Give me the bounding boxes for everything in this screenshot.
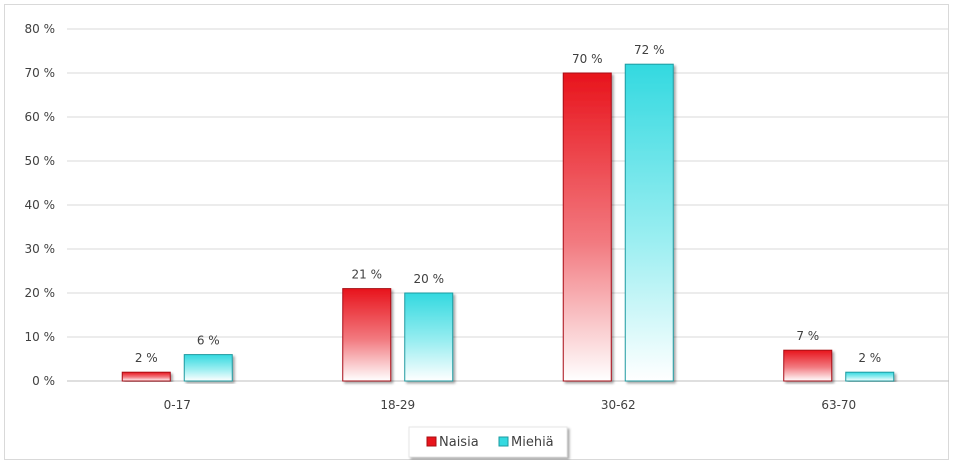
legend-swatch [498,436,509,447]
data-label: 6 % [197,334,220,348]
axes: 0 % 10 % 20 % 30 % 40 % 50 % 60 % 70 % 80 % 0-17 1… [25,22,949,412]
y-tick-label: 10 % [25,330,56,344]
x-tick-label: 30-62 [601,398,636,412]
legend-swatch [426,436,437,447]
bar-series-2-63-70 [845,371,895,382]
data-labels: 2 % 6 % 21 % 20 % 70 % 72 % 7 % 2 % [135,43,881,365]
data-label: 2 % [135,351,158,365]
bars [121,63,895,382]
y-tick-label: 20 % [25,286,56,300]
data-label: 72 % [634,43,665,57]
chart-frame: 0 % 10 % 20 % 30 % 40 % 50 % 60 % 70 % 80 % 0-17 1… [4,4,949,460]
gridlines [67,28,949,382]
bar-series-2-30-62 [624,63,674,382]
legend-label: Naisia [439,435,479,450]
y-tick-label: 70 % [25,66,56,80]
data-label: 7 % [796,329,819,343]
chart-area: 0 % 10 % 20 % 30 % 40 % 50 % 60 % 70 % 80 % 0-17 1… [25,22,949,458]
x-tick-label: 18-29 [380,398,415,412]
bar-series-2-18-29 [404,292,454,382]
bar-series-1-63-70 [783,349,833,382]
data-label: 2 % [858,351,881,365]
y-tick-label: 50 % [25,154,56,168]
data-label: 21 % [352,268,383,282]
data-label: 20 % [414,272,445,286]
bar-series-1-18-29 [342,288,392,382]
x-tick-label: 0-17 [164,398,191,412]
bar-series-1-30-62 [562,72,612,382]
legend: Naisia Miehiä [408,426,568,458]
data-label: 70 % [572,52,603,66]
y-tick-label: 40 % [25,198,56,212]
legend-label: Miehiä [511,435,554,450]
bar-series-1-0-17 [121,371,171,382]
y-tick-label: 30 % [25,242,56,256]
y-tick-label: 80 % [25,22,56,36]
x-tick-label: 63-70 [821,398,856,412]
y-tick-label: 0 % [32,374,55,388]
bar-series-2-0-17 [183,354,233,382]
y-tick-label: 60 % [25,110,56,124]
